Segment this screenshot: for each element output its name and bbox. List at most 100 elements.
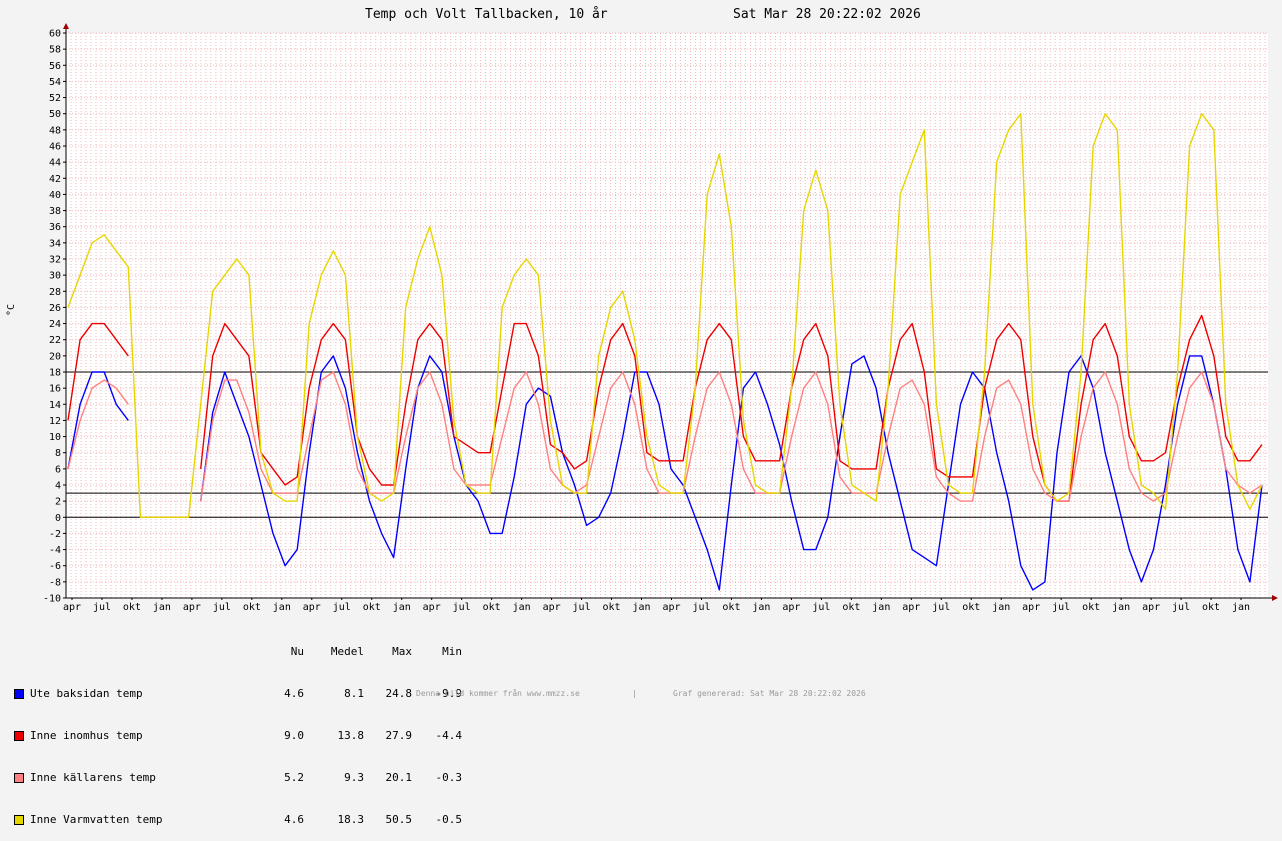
legend-max-inomhus: 27.9 [385, 729, 413, 742]
legend-medel-varmvatten: 18.3 [337, 813, 365, 826]
y-tick-label: 8 [55, 448, 61, 459]
legend-min-ute: -9.9 [435, 687, 463, 700]
y-tick-label: 42 [49, 174, 61, 185]
x-tick-label: jul [93, 602, 111, 613]
series-line-2 [67, 371, 1263, 502]
legend-min-kallare: -0.3 [435, 771, 463, 784]
x-tick-label: jan [273, 602, 291, 613]
x-tick-label: jul [812, 602, 830, 613]
x-tick-label: apr [782, 602, 800, 613]
x-tick-label: jan [992, 602, 1010, 613]
legend-nu-inomhus: 9.0 [284, 729, 304, 742]
y-tick-label: 56 [49, 61, 61, 72]
y-tick-label: 58 [49, 45, 61, 56]
x-tick-label: okt [363, 602, 381, 613]
axes [63, 23, 1278, 601]
legend-nu-kallare: 5.2 [284, 771, 304, 784]
y-tick-label: 48 [49, 125, 61, 136]
x-tick-label: apr [662, 602, 680, 613]
x-tick-label: jul [213, 602, 231, 613]
x-tick-label: okt [1202, 602, 1220, 613]
x-tick-label: jan [1112, 602, 1130, 613]
legend-max-varmvatten: 50.5 [385, 813, 413, 826]
x-tick-label: jan [513, 602, 531, 613]
legend-max-kallare: 20.1 [385, 771, 413, 784]
footer-source: Denna bild kommer från www.mmzz.se [416, 689, 580, 698]
y-axis-arrow [63, 23, 69, 29]
legend-label-inomhus: Inne inomhus temp [30, 729, 143, 742]
legend-medel-ute: 8.1 [344, 687, 364, 700]
legend-header-max: Max [392, 645, 412, 658]
y-tick-label: 36 [49, 222, 61, 233]
x-tick-label: okt [483, 602, 501, 613]
footer-separator: | [632, 689, 637, 698]
legend-min-inomhus: -4.4 [435, 729, 463, 742]
x-tick-label: okt [962, 602, 980, 613]
y-tick-label: 0 [55, 513, 61, 524]
x-tick-label: apr [902, 602, 920, 613]
footer-generated: Graf genererad: Sat Mar 28 20:22:02 2026 [673, 689, 866, 698]
x-tick-label: jan [153, 602, 171, 613]
legend-item-varmvatten: Inne Varmvatten temp 4.6 18.3 50.5 -0.5 [14, 813, 462, 827]
series-lines [67, 113, 1263, 591]
y-tick-label: 50 [49, 109, 61, 120]
legend-medel-kallare: 9.3 [344, 771, 364, 784]
x-tick-label: jan [632, 602, 650, 613]
x-tick-label: apr [543, 602, 561, 613]
y-tick-label: 20 [49, 351, 61, 362]
x-axis-arrow [1272, 595, 1278, 601]
x-tick-label: jan [752, 602, 770, 613]
y-tick-label: 12 [49, 416, 61, 427]
x-tick-label: jul [573, 602, 591, 613]
y-axis-label: °C [6, 304, 17, 316]
y-tick-label: 28 [49, 287, 61, 298]
legend-item-ute: Ute baksidan temp 4.6 8.1 24.8 -9.9 [14, 687, 462, 701]
series-line-3 [67, 113, 1263, 518]
y-tick-label: 6 [55, 464, 61, 475]
x-tick-label: jul [692, 602, 710, 613]
x-tick-label: okt [842, 602, 860, 613]
y-tick-label: 18 [49, 368, 61, 379]
legend-swatch-varmvatten [14, 815, 24, 825]
legend-min-varmvatten: -0.5 [435, 813, 463, 826]
y-tick-label: -10 [43, 594, 61, 605]
legend-header-min: Min [442, 645, 462, 658]
y-tick-label: -2 [49, 529, 61, 540]
chart-timestamp: Sat Mar 28 20:22:02 2026 [733, 7, 921, 22]
x-tick-label: okt [123, 602, 141, 613]
y-tick-label: 16 [49, 384, 61, 395]
y-tick-label: -8 [49, 577, 61, 588]
y-tick-label: -6 [49, 561, 61, 572]
grid [66, 32, 1268, 599]
x-tick-label: apr [423, 602, 441, 613]
x-tick-label: jan [393, 602, 411, 613]
y-tick-label: 44 [49, 158, 61, 169]
x-tick-label: apr [1022, 602, 1040, 613]
legend-label-kallare: Inne källarens temp [30, 771, 156, 784]
x-tick-label: apr [1142, 602, 1160, 613]
x-tick-label: okt [603, 602, 621, 613]
y-tick-label: 10 [49, 432, 61, 443]
legend-header-medel: Medel [330, 645, 364, 658]
y-tick-labels: -10-8-6-4-202468101214161820222426283032… [43, 29, 61, 605]
y-tick-label: 38 [49, 206, 61, 217]
legend-label-varmvatten: Inne Varmvatten temp [30, 813, 163, 826]
legend-item-kallare: Inne källarens temp 5.2 9.3 20.1 -0.3 [14, 771, 462, 785]
legend: Nu Medel Max Min Ute baksidan temp 4.6 8… [14, 617, 462, 841]
y-tick-label: 46 [49, 142, 61, 153]
series-line-1 [67, 314, 1263, 502]
legend-swatch-ute [14, 689, 24, 699]
legend-swatch-kallare [14, 773, 24, 783]
x-tick-label: jul [1172, 602, 1190, 613]
y-tick-label: 24 [49, 319, 61, 330]
y-tick-label: 30 [49, 271, 61, 282]
y-tick-label: 34 [49, 238, 61, 249]
legend-header-nu: Nu [290, 645, 304, 658]
y-tick-label: 2 [55, 497, 61, 508]
y-tick-label: 22 [49, 335, 61, 346]
y-tick-label: 40 [49, 190, 61, 201]
legend-swatch-inomhus [14, 731, 24, 741]
legend-nu-ute: 4.6 [284, 687, 304, 700]
x-tick-label: jul [1052, 602, 1070, 613]
legend-medel-inomhus: 13.8 [337, 729, 365, 742]
